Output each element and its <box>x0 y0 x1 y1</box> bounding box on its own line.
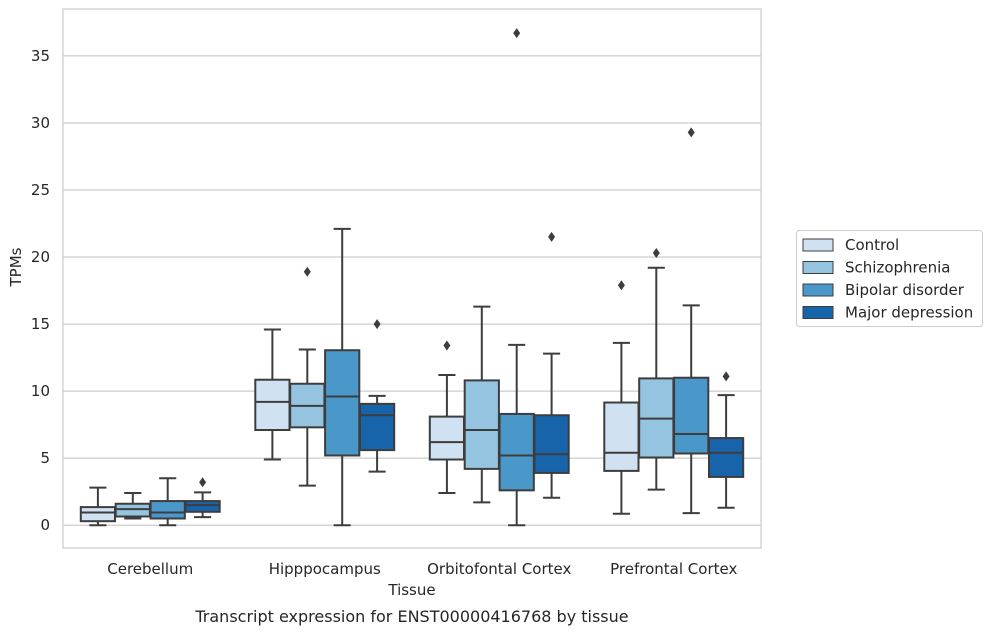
outlier-point <box>617 280 625 291</box>
box-control <box>428 340 466 495</box>
legend: Control Schizophrenia Bipolar disorder Majo… <box>796 230 983 327</box>
box-major-depression <box>184 477 221 519</box>
box-iqr <box>707 437 745 478</box>
box-control <box>603 280 640 515</box>
outlier-point <box>199 477 207 488</box>
box-bipolar-disorder <box>673 127 710 515</box>
box-major-depression <box>358 319 396 473</box>
box-major-depression <box>707 371 745 509</box>
box-control <box>254 328 291 461</box>
box-iqr <box>254 378 291 432</box>
box-iqr <box>498 412 535 492</box>
box-iqr <box>533 414 570 474</box>
outlier-point <box>687 127 695 138</box>
outlier-point <box>652 248 660 259</box>
legend-label: Bipolar disorder <box>845 281 965 299</box>
chart-title: Transcript expression for ENST0000041676… <box>194 607 628 626</box>
box-iqr <box>428 415 466 461</box>
box-iqr <box>79 506 117 523</box>
x-tick-label: Orbitofontal Cortex <box>427 560 571 578</box>
legend-label: Schizophrenia <box>845 259 950 277</box>
box-major-depression <box>533 231 570 499</box>
y-axis-label: TPMs <box>7 247 25 287</box>
y-tick-label: 5 <box>40 449 50 467</box>
legend-swatch <box>802 238 834 252</box>
legend-label: Control <box>845 236 899 254</box>
outlier-point <box>548 231 556 242</box>
box-bipolar-disorder <box>149 477 186 527</box>
box-iqr <box>603 401 640 472</box>
outlier-point <box>303 266 311 277</box>
legend-swatch <box>802 261 834 274</box>
y-tick-label: 10 <box>31 382 50 400</box>
box-schizophrenia <box>114 492 151 520</box>
box-iqr <box>149 500 186 520</box>
box-schizophrenia <box>463 305 500 504</box>
legend-swatch <box>802 306 834 319</box>
x-tick-labels: Cerebellum Hipppocampus Orbitofontal Corte… <box>107 560 737 578</box>
y-tick-label: 15 <box>31 315 50 333</box>
box-iqr <box>463 379 500 470</box>
y-tick-label: 35 <box>31 47 50 65</box>
x-tick-label: Cerebellum <box>107 560 193 578</box>
outlier-point <box>443 340 451 351</box>
y-tick-label: 20 <box>31 248 50 266</box>
box-iqr <box>673 376 710 455</box>
grid-lines <box>63 55 761 526</box>
box-control <box>79 486 117 527</box>
box-bipolar-disorder <box>498 28 535 527</box>
x-axis-label: Tissue <box>387 581 435 599</box>
box-schizophrenia <box>289 266 326 487</box>
box-iqr <box>358 402 396 452</box>
x-tick-label: Hipppocampus <box>269 560 381 578</box>
y-tick-label: 25 <box>31 181 50 199</box>
legend-label: Major depression <box>845 304 973 322</box>
plot-frame <box>62 8 762 549</box>
x-tick-label: Prefrontal Cortex <box>610 560 737 578</box>
y-tick-label: 0 <box>40 516 50 534</box>
box-schizophrenia <box>638 248 675 491</box>
outlier-point <box>722 371 730 382</box>
y-tick-labels: 0 5 10 15 20 25 30 35 <box>31 47 50 534</box>
box-iqr <box>114 502 151 518</box>
y-tick-label: 30 <box>31 114 50 132</box>
legend-swatch <box>802 283 834 297</box>
box-bipolar-disorder <box>324 227 361 527</box>
outlier-point <box>373 319 381 330</box>
box-iqr <box>184 500 221 513</box>
outlier-point <box>513 28 521 39</box>
box-plot-series <box>79 28 745 527</box>
box-iqr <box>324 349 361 457</box>
legend-frame <box>796 230 983 327</box>
